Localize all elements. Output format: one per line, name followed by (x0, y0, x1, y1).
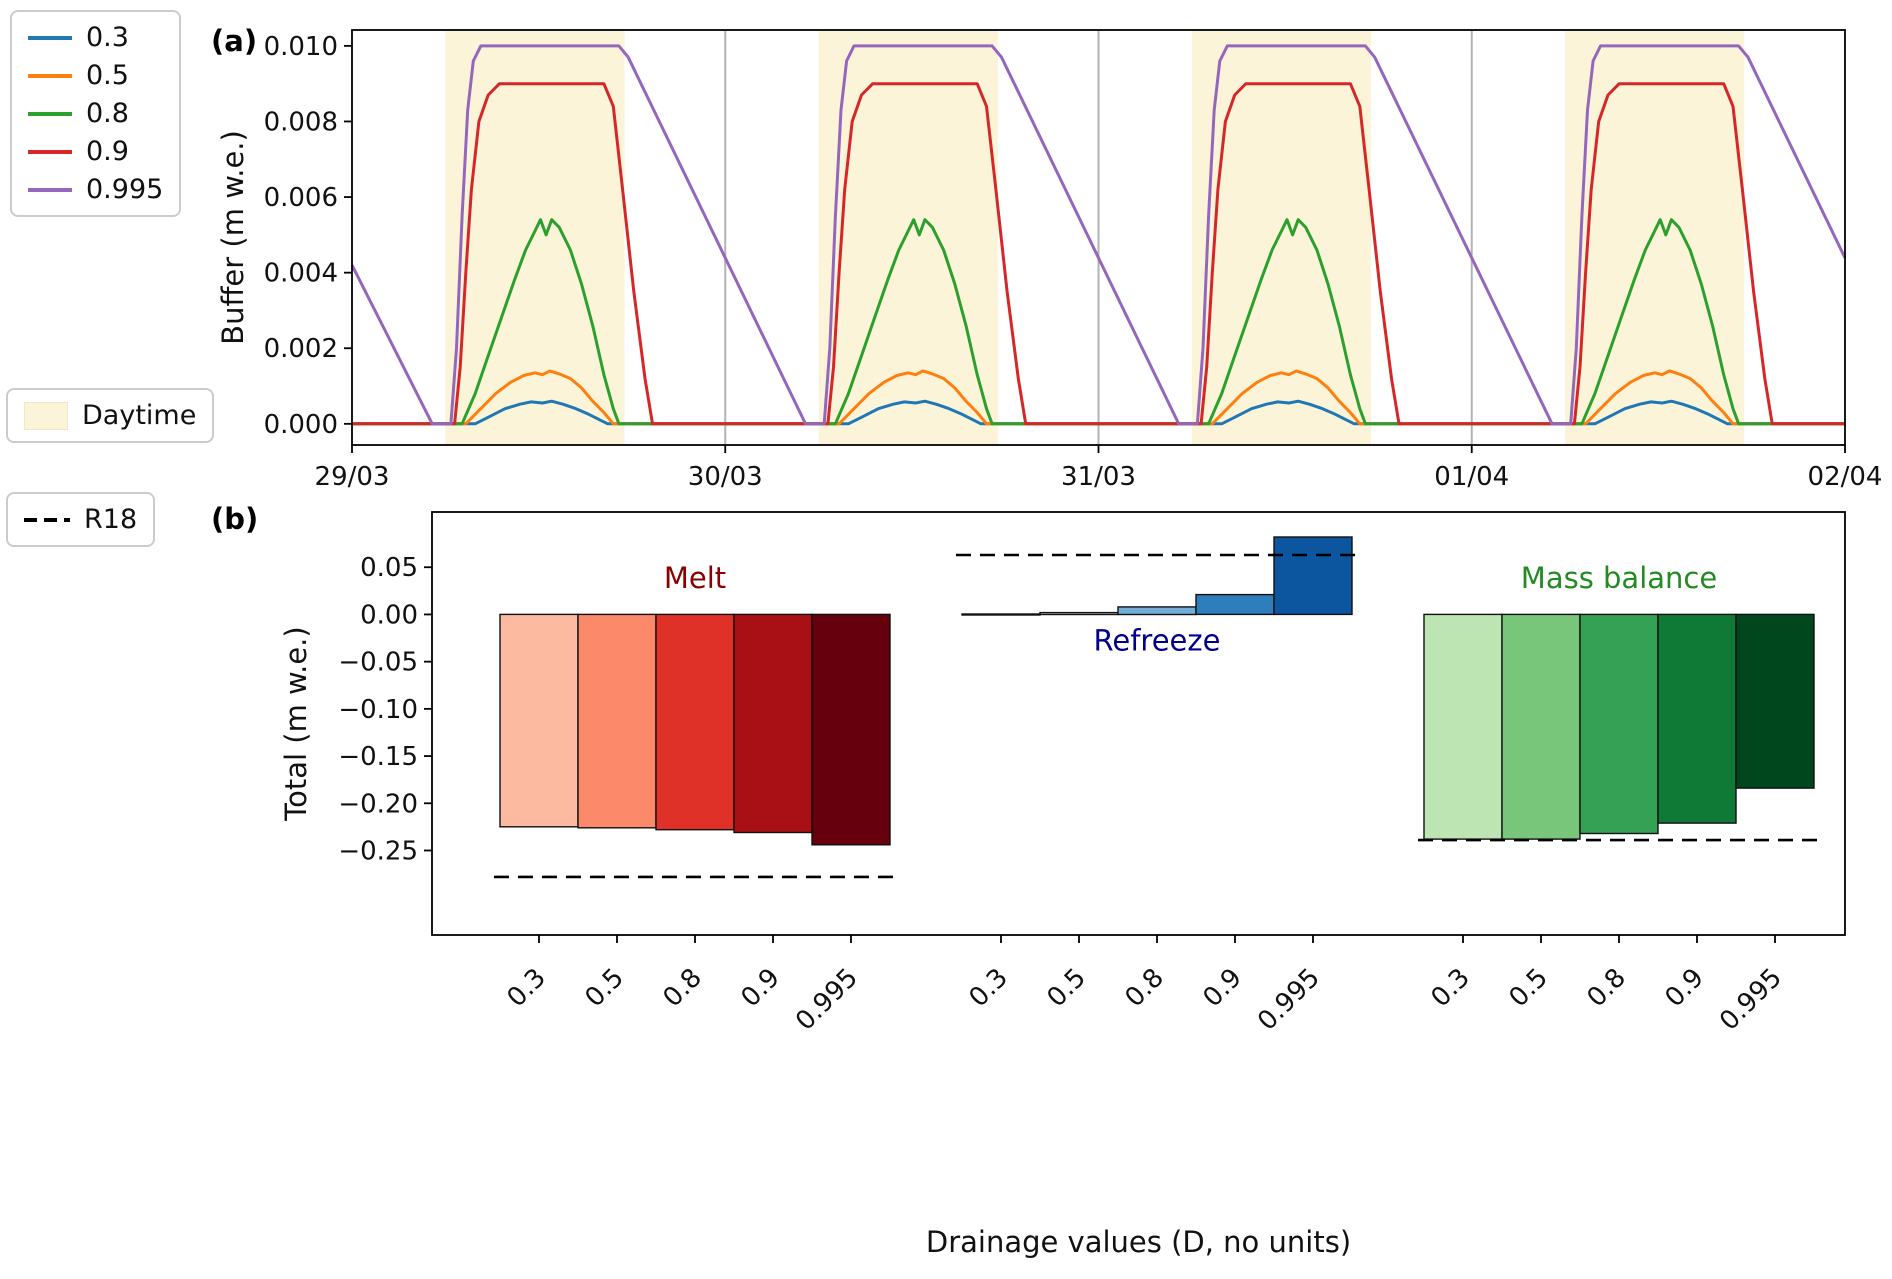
panel-a-line-chart: 0.000 0.002 0.004 0.006 0.008 0.010 29/03 30/03… (216, 29, 1883, 492)
legend-item-0.8: 0.8 (28, 98, 163, 129)
y-tick-label: 0.05 (360, 553, 418, 583)
legend-item-label: 0.8 (86, 98, 129, 130)
panel-b-ylabel: Total (m w.e.) (279, 626, 313, 821)
panel-b-xlabel: Drainage values (D, no units) (926, 1225, 1351, 1259)
line-swatch-icon (28, 187, 72, 192)
x-tick-label: 0.9 (1659, 963, 1709, 1013)
bar-refreeze-0.8 (1117, 606, 1197, 616)
x-tick-label: 02/04 (1808, 462, 1883, 492)
x-tick-label: 0.3 (1425, 963, 1475, 1013)
daytime-band (1565, 31, 1745, 444)
y-tick-label: 0.004 (264, 259, 338, 289)
group-label-melt: Melt (664, 561, 726, 595)
bar-melt-0.9 (733, 613, 813, 834)
x-tick-label: 0.995 (1714, 963, 1788, 1037)
x-tick-label: 0.995 (1252, 963, 1326, 1037)
y-tick-label: 0.00 (360, 600, 418, 630)
panel-a-label: (a) (211, 24, 258, 58)
dashed-line-icon (24, 517, 70, 522)
legend-item-label: 0.3 (86, 22, 129, 53)
x-tick-label: 30/03 (688, 462, 763, 492)
y-tick-label: 0.008 (264, 107, 338, 137)
legend-daytime: Daytime (6, 388, 215, 444)
x-tick-label: 0.9 (735, 963, 785, 1013)
legend-r18-label: R18 (84, 504, 138, 535)
daytime-band (1191, 31, 1371, 444)
x-tick-label: 0.3 (963, 963, 1013, 1013)
bar-melt-0.5 (577, 613, 657, 829)
x-tick-label: 29/03 (315, 462, 390, 492)
bar-mass-balance-0.995 (1735, 613, 1815, 789)
legend-item-0.5: 0.5 (28, 60, 163, 91)
y-tick-label: 0.006 (264, 183, 338, 213)
daytime-band (445, 31, 625, 444)
group-label-refreeze: Refreeze (1094, 623, 1221, 657)
x-tick-label: 0.5 (1503, 963, 1553, 1013)
legend-item-label: 0.995 (86, 174, 164, 206)
panel-a-ylabel: Buffer (m w.e.) (216, 130, 250, 345)
daytime-patch-icon (24, 401, 68, 430)
legend-r18: R18 (6, 492, 156, 548)
x-tick-label: 0.8 (1581, 963, 1631, 1013)
bar-refreeze-0.995 (1273, 536, 1353, 616)
x-tick-label: 0.995 (790, 963, 864, 1037)
x-tick-label: 0.3 (501, 963, 551, 1013)
bar-mass-balance-0.3 (1423, 613, 1503, 840)
x-tick-label: 01/04 (1434, 462, 1509, 492)
y-tick-label: −0.20 (338, 789, 418, 819)
series-line-0.995 (350, 44, 1847, 426)
legend-item-0.3: 0.3 (28, 22, 163, 53)
bar-mass-balance-0.9 (1657, 613, 1737, 824)
series-line-0.9 (352, 82, 1845, 426)
x-tick-label: 0.9 (1197, 963, 1247, 1013)
y-tick-label: −0.05 (338, 648, 418, 678)
legend-item-0.995: 0.995 (28, 174, 163, 205)
x-tick-label: 31/03 (1061, 462, 1136, 492)
line-swatch-icon (28, 35, 72, 40)
legend-daytime-label: Daytime (82, 400, 197, 431)
line-swatch-icon (28, 149, 72, 154)
y-tick-label: −0.10 (338, 695, 418, 725)
x-tick-label: 0.8 (657, 963, 707, 1013)
y-tick-label: 0.000 (264, 410, 338, 440)
panel-b-label: (b) (211, 502, 259, 536)
y-tick-label: −0.15 (338, 742, 418, 772)
x-tick-label: 0.8 (1119, 963, 1169, 1013)
panel-b-frame (431, 511, 1846, 936)
legend-item-label: 0.5 (86, 60, 129, 92)
legend-item-0.9: 0.9 (28, 136, 163, 167)
bar-melt-0.995 (811, 613, 891, 846)
bar-melt-0.3 (499, 613, 579, 828)
x-tick-label: 0.5 (1041, 963, 1091, 1013)
bar-refreeze-0.3 (961, 613, 1041, 616)
bar-mass-balance-0.5 (1501, 613, 1581, 840)
line-swatch-icon (28, 73, 72, 78)
y-tick-label: 0.002 (264, 334, 338, 364)
bar-refreeze-0.5 (1039, 611, 1119, 616)
y-tick-label: −0.25 (338, 836, 418, 866)
line-swatch-icon (28, 111, 72, 116)
bar-melt-0.8 (655, 613, 735, 831)
x-tick-label: 0.5 (579, 963, 629, 1013)
bar-mass-balance-0.8 (1579, 613, 1659, 835)
legend-item-label: 0.9 (86, 136, 129, 168)
daytime-band (818, 31, 998, 444)
y-tick-label: 0.010 (264, 32, 338, 62)
bar-refreeze-0.9 (1195, 593, 1275, 616)
legend-drainage: 0.3 0.5 0.8 0.9 0.995 (10, 10, 182, 218)
group-label-mass-balance: Mass balance (1521, 561, 1717, 595)
